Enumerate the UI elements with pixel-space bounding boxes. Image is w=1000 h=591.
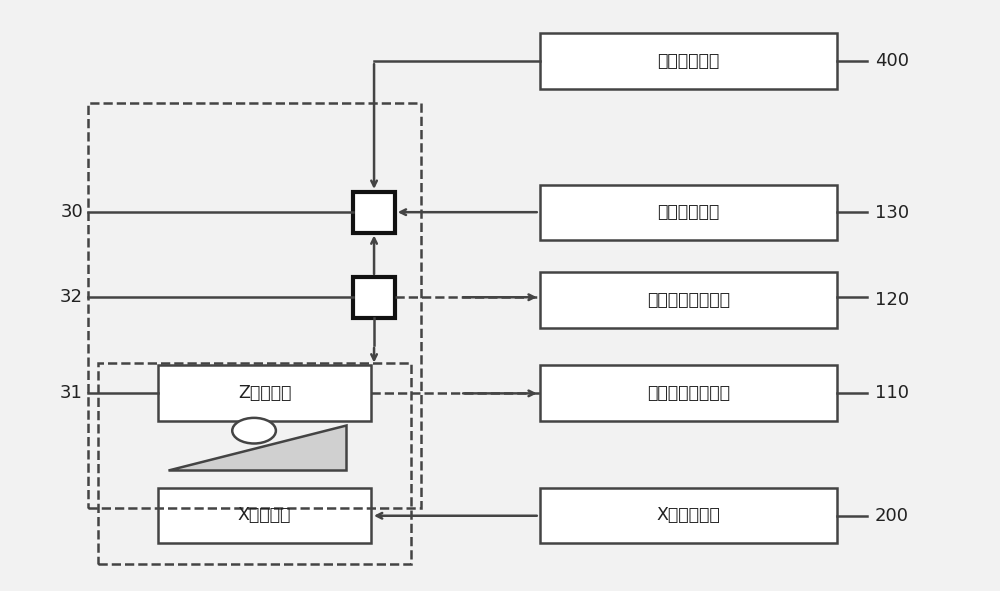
FancyBboxPatch shape	[540, 365, 837, 421]
Text: 触针式传感器: 触针式传感器	[657, 52, 720, 70]
Text: 动态位移发生装置: 动态位移发生装置	[647, 291, 730, 309]
Circle shape	[232, 418, 276, 443]
Text: Z向工作台: Z向工作台	[238, 384, 291, 402]
Text: 31: 31	[60, 384, 83, 402]
FancyBboxPatch shape	[540, 33, 837, 89]
Text: 120: 120	[875, 291, 909, 309]
Text: 400: 400	[875, 52, 909, 70]
FancyBboxPatch shape	[540, 272, 837, 327]
Polygon shape	[168, 425, 346, 470]
Text: 200: 200	[875, 506, 909, 525]
Text: 静态位移发生装置: 静态位移发生装置	[647, 384, 730, 402]
Text: X向工作台: X向工作台	[238, 506, 291, 524]
FancyBboxPatch shape	[540, 185, 837, 240]
FancyBboxPatch shape	[540, 488, 837, 543]
Text: 位移测量装置: 位移测量装置	[657, 203, 720, 222]
Text: 30: 30	[60, 203, 83, 221]
Text: X向步进电机: X向步进电机	[657, 506, 720, 524]
FancyBboxPatch shape	[158, 488, 371, 543]
Text: 110: 110	[875, 384, 909, 402]
Text: 130: 130	[875, 204, 909, 222]
Text: 32: 32	[60, 288, 83, 306]
FancyBboxPatch shape	[158, 365, 371, 421]
FancyBboxPatch shape	[353, 277, 395, 317]
FancyBboxPatch shape	[353, 192, 395, 233]
